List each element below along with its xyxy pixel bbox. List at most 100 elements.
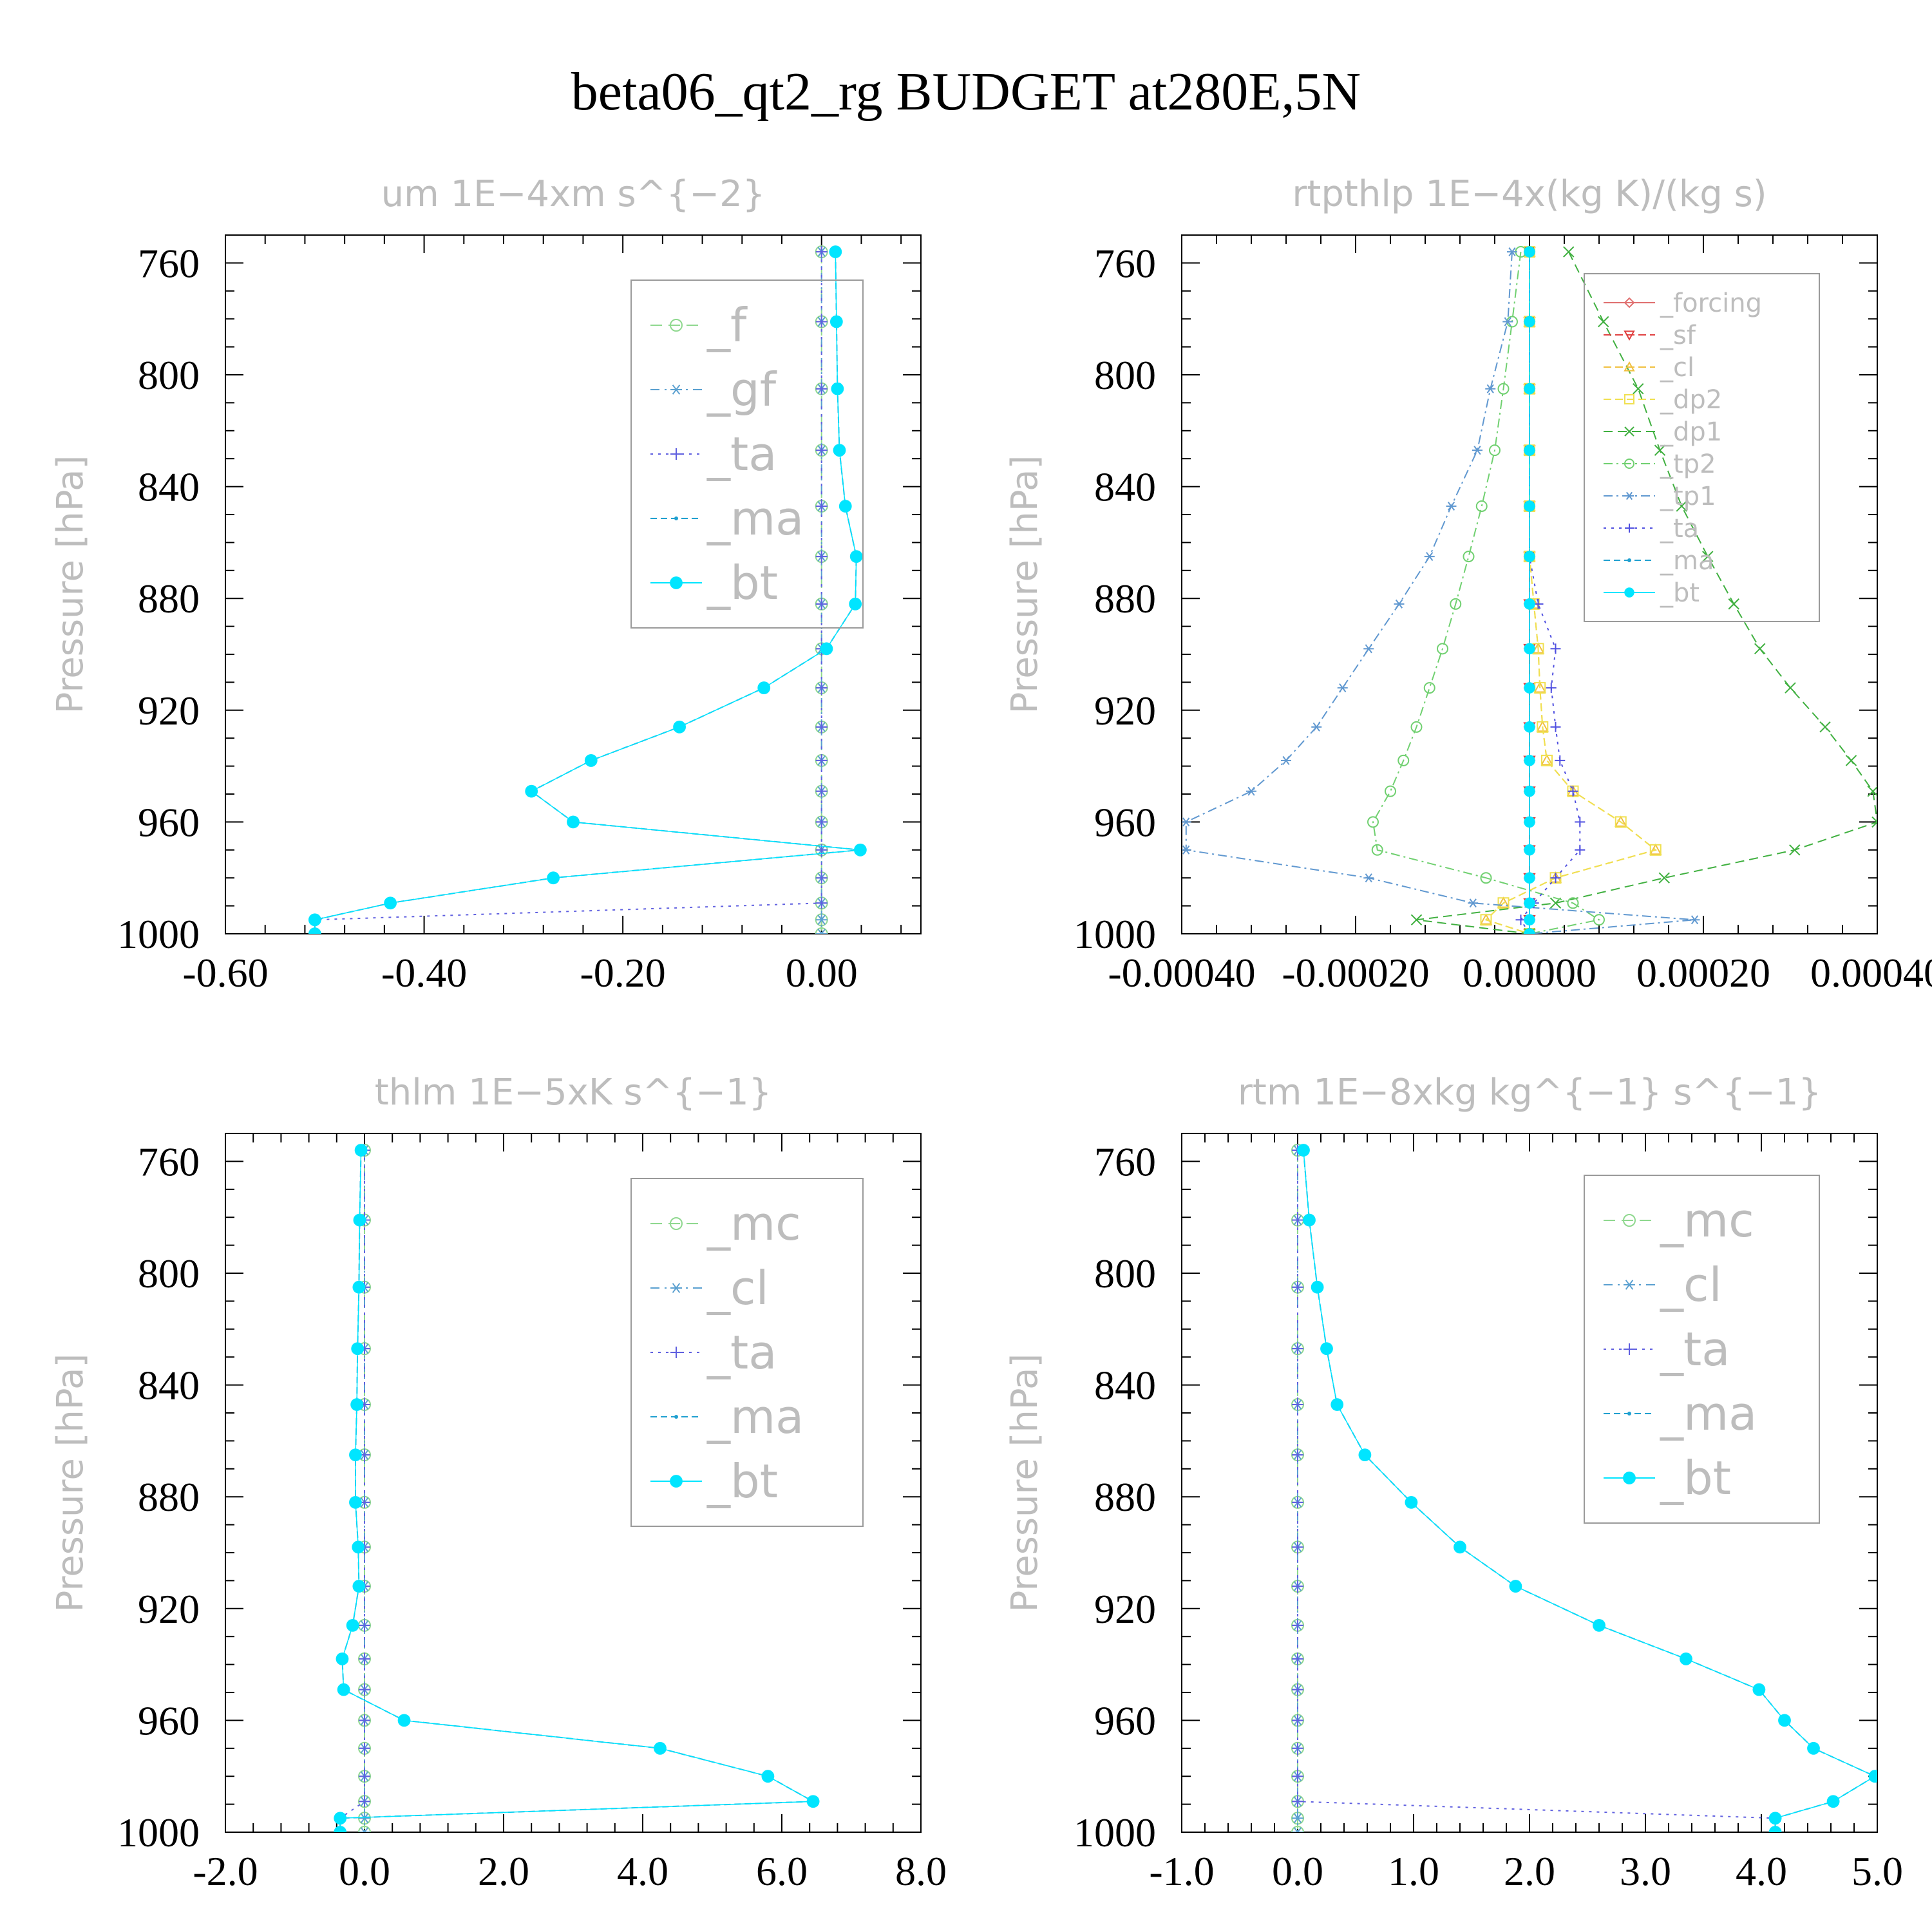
series-line-dp1 [1416, 251, 1877, 934]
data-point-bt [1868, 1770, 1877, 1783]
legend-marker [1624, 330, 1635, 341]
data-point-ta [815, 872, 828, 884]
data-point-bt [354, 1144, 368, 1157]
y-tick-label: 960 [138, 1698, 200, 1743]
legend-marker [670, 1475, 683, 1488]
legend-marker [1624, 1343, 1635, 1355]
legend: _f _gf _ta _ma _bt [630, 279, 864, 629]
data-point-tp1 [1507, 247, 1517, 257]
plot-area [1291, 1144, 1877, 1832]
y-axis-label: Pressure [hPa] [50, 455, 91, 714]
data-point-ta [815, 721, 828, 733]
y-tick-label: 800 [1094, 352, 1156, 398]
legend-marker [1625, 524, 1634, 533]
legend-label: _mc [1660, 1193, 1754, 1247]
data-point-dp2 [1480, 914, 1492, 926]
plot-frame [225, 1133, 922, 1833]
data-point-bt [833, 444, 846, 457]
legend-label: _ta [706, 427, 777, 481]
data-point-bt [757, 681, 771, 694]
data-point-bt [761, 1770, 775, 1783]
data-point-bt [1320, 1342, 1333, 1356]
x-tick-label: -2.0 [193, 1848, 258, 1894]
data-point-bt [353, 1213, 366, 1227]
x-tick-label: 8.0 [895, 1848, 947, 1894]
data-point-tp2 [1371, 844, 1383, 856]
data-point-bt [673, 720, 686, 734]
y-tick-label: 960 [1094, 1698, 1156, 1743]
legend-marker [674, 1415, 678, 1419]
data-point-gf [815, 929, 828, 934]
legend-label: _bt [706, 556, 778, 610]
legend-marker [1624, 459, 1634, 469]
data-point-ta [1575, 817, 1586, 828]
data-point-tp1 [1363, 644, 1374, 654]
legend-label: _tp1 [1660, 482, 1716, 511]
y-tick-label: 1000 [117, 911, 200, 957]
data-point-ta [1292, 1795, 1303, 1808]
data-point-bt [1593, 1618, 1605, 1632]
data-point-bt [384, 896, 397, 910]
data-point-cl [1615, 815, 1627, 827]
y-tick-label: 760 [1094, 240, 1156, 286]
data-point-tp1 [1182, 845, 1191, 855]
x-tick-label: 6.0 [756, 1848, 808, 1894]
data-point-tp2 [1480, 872, 1492, 884]
data-point-tp2 [1450, 598, 1462, 610]
data-point-dp1 [1728, 598, 1739, 610]
data-point-ta [1292, 1683, 1303, 1696]
y-tick-label: 960 [138, 799, 200, 845]
data-point-bt [820, 642, 833, 656]
data-point-bt [584, 754, 598, 767]
chart-panel-1: um 1E−4xm s^{−2} Pressure [hPa] 760 800 840 8… [50, 173, 922, 996]
legend-label: _cl [1660, 1258, 1722, 1312]
y-tick-label: 800 [1094, 1251, 1156, 1296]
data-point-dp1 [1754, 643, 1766, 655]
data-point-ta [1567, 786, 1578, 797]
plot-area [308, 245, 867, 934]
legend-marker [1624, 297, 1635, 308]
data-point-ta [1550, 873, 1561, 884]
data-point-ta [815, 598, 828, 610]
data-point-tp1 [1472, 446, 1482, 455]
legend-box [1584, 1175, 1820, 1524]
data-point-tp1 [1689, 915, 1700, 925]
data-point-ta [1292, 1281, 1303, 1293]
legend-marker [670, 1283, 682, 1293]
data-point-bt [1826, 1795, 1840, 1808]
legend-label: _gf [706, 363, 777, 417]
x-tick-label: -0.20 [580, 950, 665, 996]
data-point-bt [525, 784, 538, 798]
x-tick-label: 0.00020 [1636, 950, 1770, 996]
series-line-bt [339, 1150, 815, 1832]
data-point-dp2 [1615, 816, 1627, 828]
data-point-bt [349, 1495, 362, 1509]
data-point-bt [1454, 1540, 1466, 1554]
data-point-dp1 [1819, 721, 1831, 733]
data-point-bt [1524, 551, 1535, 562]
data-point-bt [1524, 246, 1535, 258]
data-point-bt [1778, 1714, 1791, 1727]
data-point-tp2 [1497, 383, 1510, 395]
data-point-bt [1297, 1144, 1310, 1157]
data-point-bt [829, 245, 842, 258]
data-point-tp1 [1281, 755, 1291, 765]
data-point-bt [1524, 598, 1535, 610]
chart-panel-2: rtpthlp 1E−4x(kg K)/(kg s) Pressure [hPa]… [1004, 173, 1932, 996]
x-tick-label: 0.00040 [1810, 950, 1932, 996]
data-point-dp1 [1867, 785, 1877, 797]
data-point-ta [815, 785, 828, 797]
figure-title: beta06_qt2_rg BUDGET at280E,5N [571, 62, 1361, 122]
x-tick-label: -0.60 [182, 950, 268, 996]
data-point-ta [1555, 755, 1566, 766]
x-tick-label: 3.0 [1620, 1848, 1671, 1894]
data-point-dp1 [1785, 682, 1796, 694]
data-point-bt [1524, 872, 1535, 884]
y-tick-label: 1000 [1074, 1810, 1156, 1855]
legend-label: _cl [706, 1261, 769, 1315]
panel-title: um 1E−4xm s^{−2} [381, 173, 766, 215]
y-tick-label: 760 [138, 1139, 200, 1184]
data-point-bt [849, 597, 862, 611]
legend-marker [1624, 361, 1635, 372]
